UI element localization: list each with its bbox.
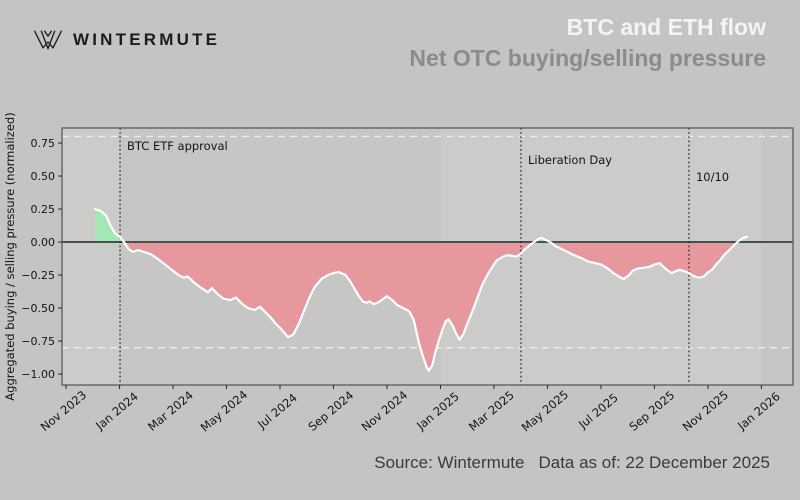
pressure-line (93, 207, 749, 372)
y-tick-label: 0.50 (31, 170, 56, 183)
year-band (62, 128, 120, 385)
x-tick-label: Jul 2025 (575, 391, 621, 432)
x-tick-label: Jan 2026 (734, 389, 783, 433)
year-band (761, 128, 793, 385)
annotation-label: Liberation Day (528, 153, 612, 167)
y-axis-label: Aggregated buying / selling pressure (no… (3, 112, 17, 400)
x-tick-label: Sep 2024 (305, 388, 356, 434)
y-tick-label: 0.00 (31, 236, 56, 249)
chart-title: BTC and ETH flow (566, 14, 766, 40)
negative-area-fill (550, 242, 738, 279)
x-tick-label: May 2025 (519, 387, 571, 434)
wintermute-logo-icon (34, 30, 62, 50)
x-tick-label: Nov 2024 (359, 388, 410, 434)
y-tick-label: −1.00 (21, 368, 55, 381)
data-as-of-label: Data as of: 22 December 2025 (538, 453, 770, 472)
y-tick-label: 0.75 (31, 137, 56, 150)
negative-area-fill (123, 242, 535, 371)
x-tick-label: Jan 2025 (413, 389, 462, 433)
y-tick-label: −0.50 (21, 302, 55, 315)
wintermute-logo-text: WINTERMUTE (73, 29, 221, 49)
x-tick-label: Nov 2025 (680, 388, 731, 434)
y-tick-label: 0.25 (31, 203, 56, 216)
chart-subtitle: Net OTC buying/selling pressure (409, 45, 766, 72)
source-note: Source: Wintermute Data as of: 22 Decemb… (374, 453, 770, 473)
x-tick-label: Mar 2025 (466, 388, 517, 434)
annotation-label: BTC ETF approval (127, 139, 228, 153)
x-tick-label: Jul 2024 (254, 391, 300, 432)
source-label: Source: Wintermute (374, 453, 525, 472)
x-tick-label: Jan 2024 (92, 389, 141, 433)
title-block: BTC and ETH flow Net OTC buying/selling … (409, 12, 766, 74)
annotation-label: 10/10 (696, 170, 729, 184)
y-tick-label: −0.25 (21, 269, 55, 282)
x-tick-label: Mar 2024 (145, 388, 196, 434)
plot-border (61, 127, 794, 386)
x-tick-label: May 2024 (198, 387, 250, 434)
y-tick-label: −0.75 (21, 335, 55, 348)
x-tick-label: Sep 2025 (626, 388, 677, 434)
wintermute-logo: WINTERMUTE (33, 28, 220, 51)
x-tick-label: Nov 2023 (38, 388, 89, 434)
